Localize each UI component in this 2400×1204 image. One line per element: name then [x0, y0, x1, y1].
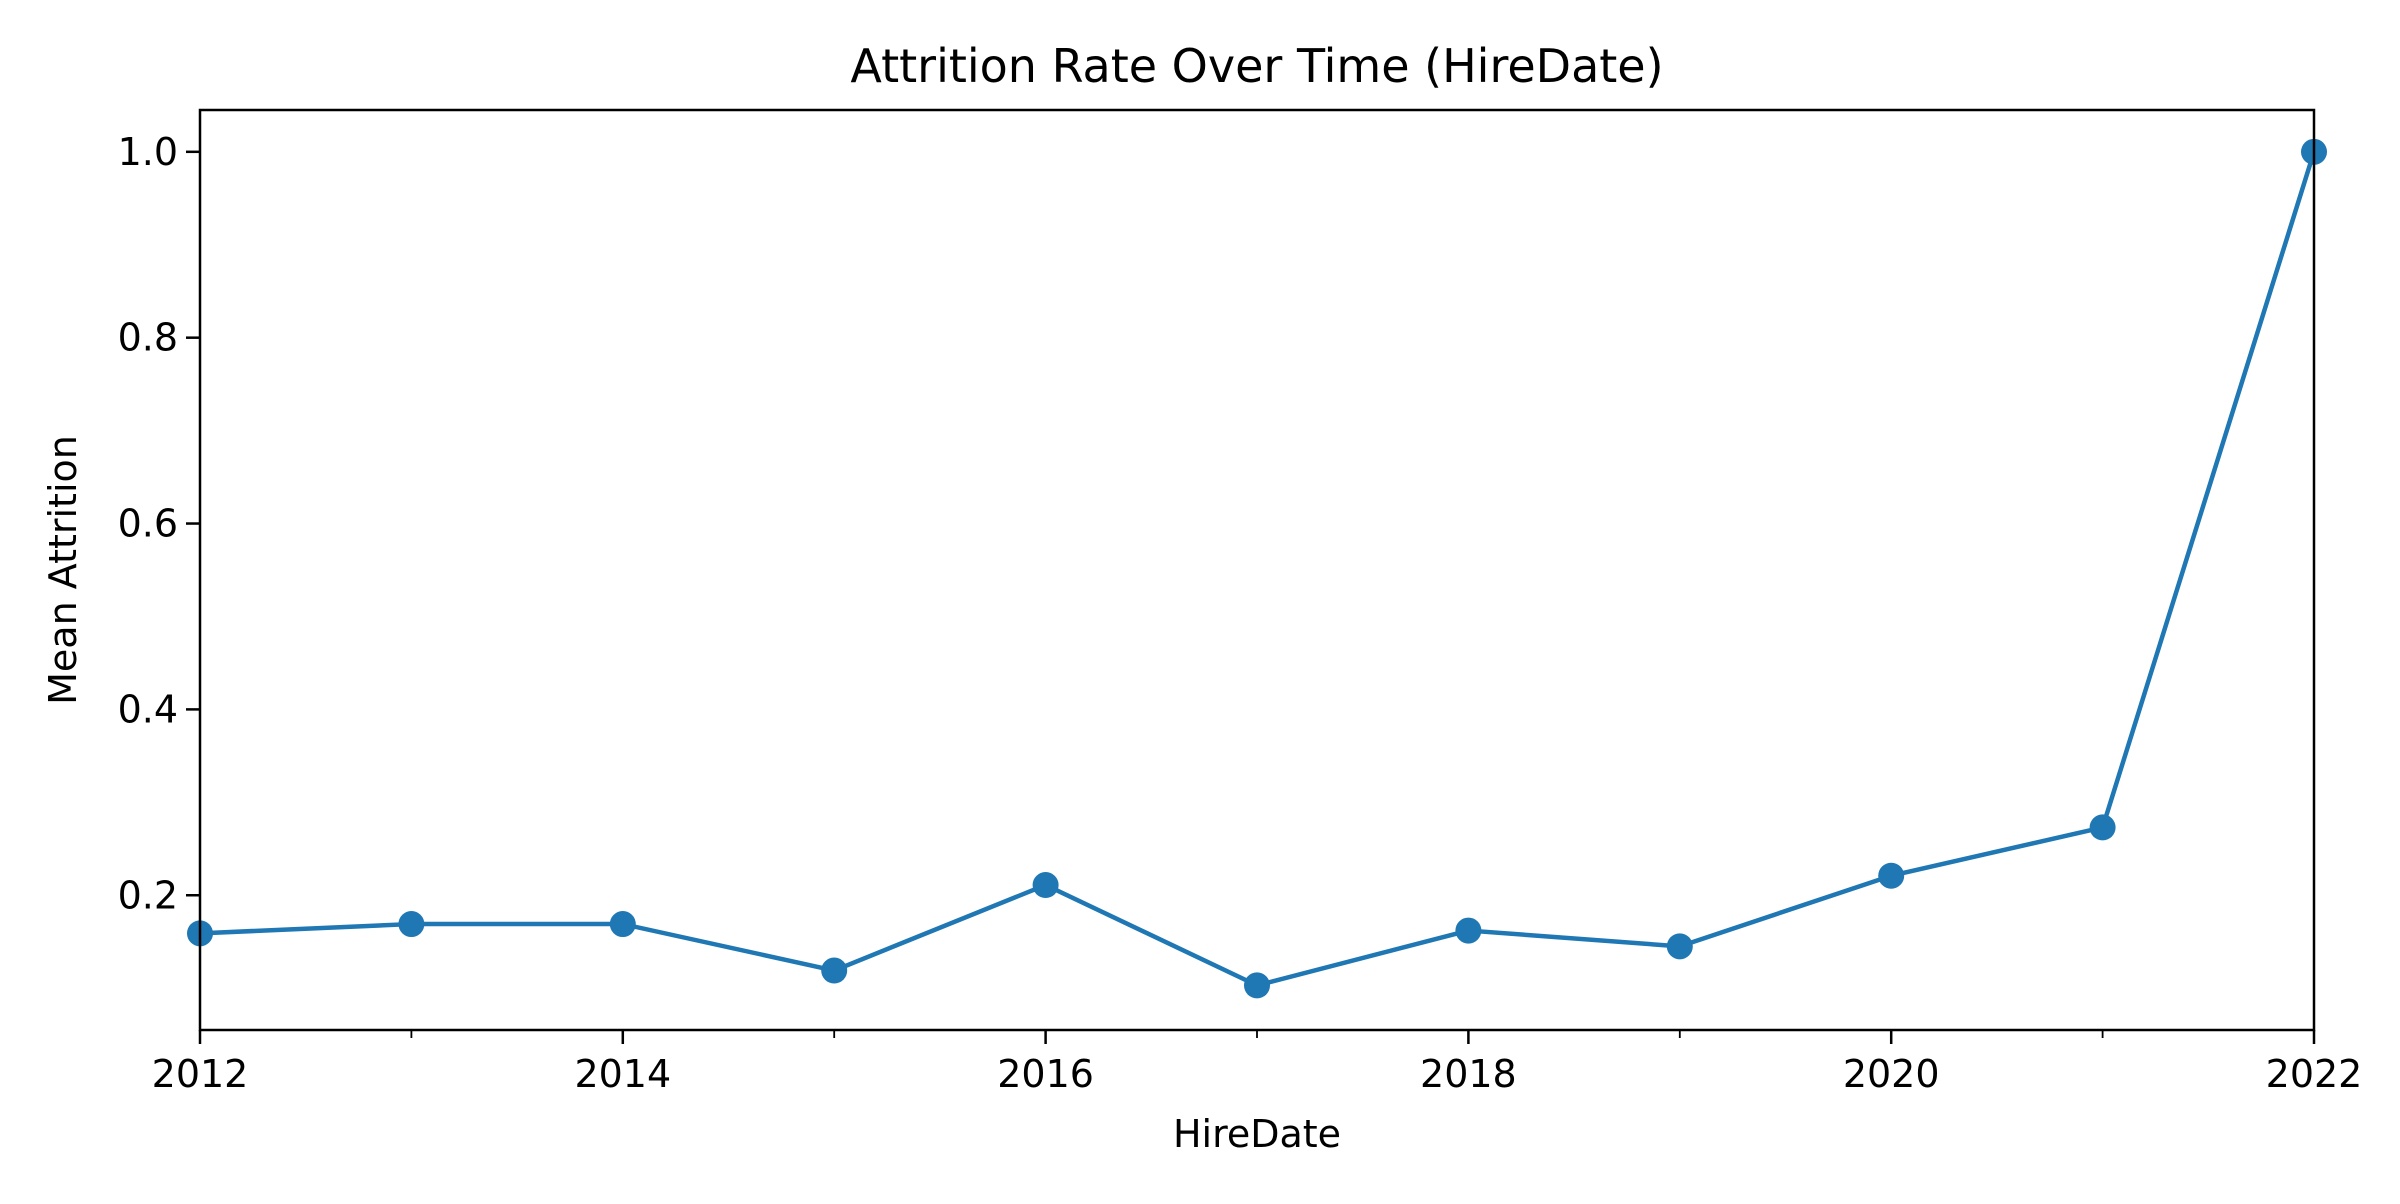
data-point	[1666, 933, 1693, 960]
data-point	[821, 957, 848, 984]
data-point	[1244, 972, 1270, 999]
data-point	[1878, 862, 1905, 889]
data-point	[609, 911, 636, 938]
x-axis-label: HireDate	[1173, 1112, 1341, 1156]
data-point	[2089, 814, 2116, 841]
data-point	[398, 911, 425, 938]
y-tick-label: 0.8	[118, 316, 178, 360]
x-tick-label: 2014	[574, 1052, 671, 1096]
data-point	[1455, 917, 1482, 944]
x-tick-label: 2012	[152, 1052, 249, 1096]
y-tick-label: 0.2	[118, 873, 178, 917]
x-tick-label: 2020	[1843, 1052, 1940, 1096]
y-tick-label: 1.0	[118, 130, 178, 174]
x-tick-label: 2022	[2266, 1052, 2363, 1096]
chart-title: Attrition Rate Over Time (HireDate)	[850, 39, 1663, 93]
series-layer	[187, 138, 2327, 999]
plot-frame	[198, 108, 2316, 1032]
y-axis-ticks: 0.2 0.4 0.6 0.8 1.0	[118, 130, 200, 917]
y-tick-label: 0.6	[118, 502, 178, 546]
x-tick-label: 2018	[1420, 1052, 1517, 1096]
y-tick-label: 0.4	[118, 687, 178, 731]
y-axis-label: Mean Attrition	[41, 435, 85, 705]
x-tick-label: 2016	[997, 1052, 1094, 1096]
x-axis-ticks: 2012 2014 2016 2018 2020 2022	[152, 1030, 2363, 1096]
data-point	[1032, 872, 1059, 899]
